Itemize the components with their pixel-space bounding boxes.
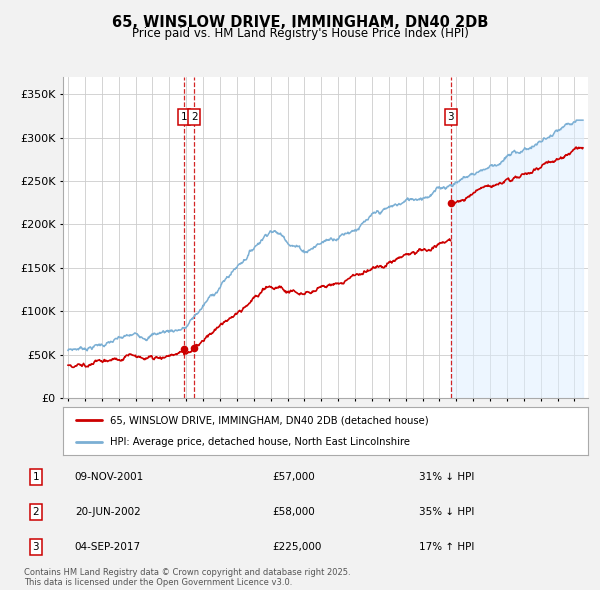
Text: 2: 2 <box>191 112 197 122</box>
Text: 2: 2 <box>32 507 39 517</box>
Text: 1: 1 <box>32 472 39 482</box>
Text: Contains HM Land Registry data © Crown copyright and database right 2025.
This d: Contains HM Land Registry data © Crown c… <box>24 568 350 587</box>
Text: 3: 3 <box>32 542 39 552</box>
Text: 1: 1 <box>181 112 187 122</box>
Text: 20-JUN-2002: 20-JUN-2002 <box>75 507 140 517</box>
Text: 17% ↑ HPI: 17% ↑ HPI <box>419 542 474 552</box>
Text: 65, WINSLOW DRIVE, IMMINGHAM, DN40 2DB (detached house): 65, WINSLOW DRIVE, IMMINGHAM, DN40 2DB (… <box>110 415 429 425</box>
Text: £225,000: £225,000 <box>272 542 322 552</box>
Text: HPI: Average price, detached house, North East Lincolnshire: HPI: Average price, detached house, Nort… <box>110 437 410 447</box>
Text: 35% ↓ HPI: 35% ↓ HPI <box>419 507 474 517</box>
Text: 09-NOV-2001: 09-NOV-2001 <box>75 472 144 482</box>
Text: 3: 3 <box>448 112 454 122</box>
Text: £57,000: £57,000 <box>272 472 315 482</box>
Text: 31% ↓ HPI: 31% ↓ HPI <box>419 472 474 482</box>
Text: 04-SEP-2017: 04-SEP-2017 <box>75 542 141 552</box>
Text: £58,000: £58,000 <box>272 507 315 517</box>
Text: Price paid vs. HM Land Registry's House Price Index (HPI): Price paid vs. HM Land Registry's House … <box>131 27 469 40</box>
Text: 65, WINSLOW DRIVE, IMMINGHAM, DN40 2DB: 65, WINSLOW DRIVE, IMMINGHAM, DN40 2DB <box>112 15 488 30</box>
